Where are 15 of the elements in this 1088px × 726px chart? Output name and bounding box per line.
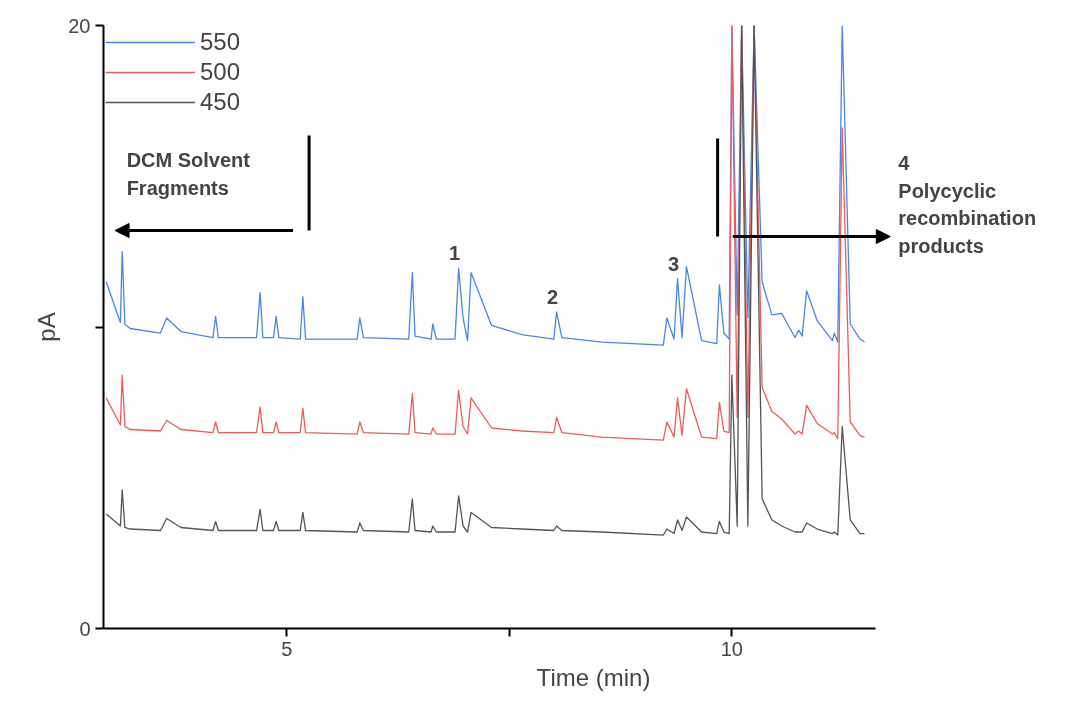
x-tick-label: 10 bbox=[720, 637, 743, 660]
legend-label: 550 bbox=[200, 27, 241, 57]
y-tick-label: 20 bbox=[68, 14, 91, 37]
y-tick-label: 0 bbox=[79, 617, 91, 640]
x-axis-title: Time (min) bbox=[536, 663, 651, 691]
annotation: DCM Solvent Fragments bbox=[126, 149, 251, 199]
annotation: 1 bbox=[449, 242, 461, 265]
text: 4 Polycyclic recombination products bbox=[898, 152, 1037, 257]
x-tick-label: 5 bbox=[281, 637, 293, 660]
y-axis-title: pA bbox=[33, 312, 61, 342]
line-series bbox=[105, 25, 866, 536]
annotation: 2 bbox=[546, 285, 559, 308]
legend-label: 450 bbox=[200, 87, 241, 117]
annotation: 3 bbox=[668, 252, 680, 275]
legend-label: 500 bbox=[200, 57, 241, 87]
